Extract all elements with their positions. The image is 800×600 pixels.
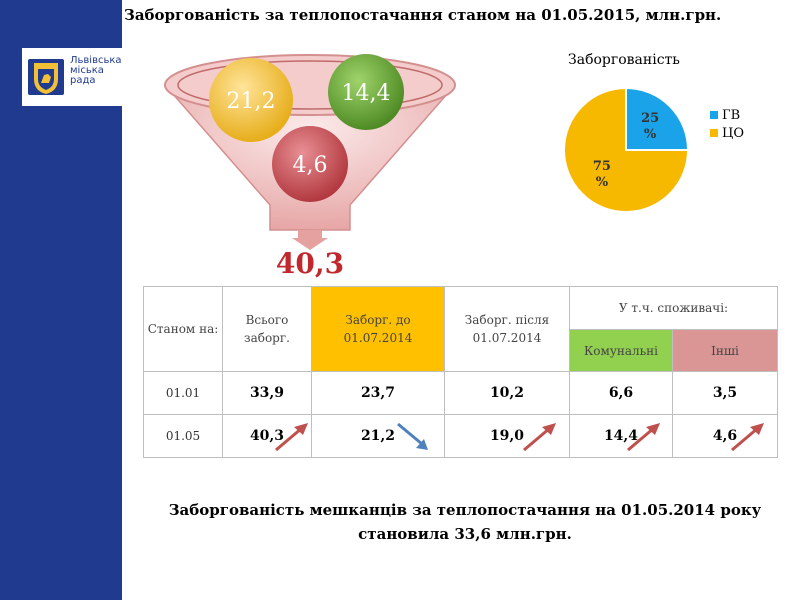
funnel-graphic: 21,2 14,4 4,6 40,3 xyxy=(164,54,456,280)
header-after: Заборг. після 01.07.2014 xyxy=(444,286,570,372)
row-before: 23,7 xyxy=(311,371,445,415)
row-other: 4,6 xyxy=(672,414,778,458)
bubble-label: 21,2 xyxy=(227,89,276,114)
header-communal: Комунальні xyxy=(569,329,673,372)
funnel-total: 40,3 xyxy=(276,247,344,280)
header-as-of: Станом на: xyxy=(143,286,223,372)
row-total: 40,3 xyxy=(222,414,312,458)
city-council-logo: Львівська міська рада xyxy=(22,48,122,106)
row-before: 21,2 xyxy=(311,414,445,458)
funnel-arrow xyxy=(292,230,328,250)
funnel-rim xyxy=(164,54,456,116)
pie-data-label: 75% xyxy=(593,159,611,190)
legend-item-hv: ГВ xyxy=(710,106,744,124)
legend-label: ЦО xyxy=(722,125,744,141)
bottom-note: Заборгованість мешканців за теплопостача… xyxy=(168,501,762,543)
page-title: Заборгованість за теплопостачання станом… xyxy=(124,6,722,24)
table-row: 01.01 33,9 23,7 10,2 6,6 3,5 xyxy=(143,371,778,415)
legend-swatch-icon xyxy=(710,111,718,119)
arrow-down-icon xyxy=(397,422,428,450)
header-before: Заборг. до 01.07.2014 xyxy=(311,286,445,372)
legend-label: ГВ xyxy=(722,107,741,123)
header-other: Інші xyxy=(672,329,778,372)
row-total: 33,9 xyxy=(222,371,312,415)
debt-table: Станом на: Всього заборг. Заборг. до 01.… xyxy=(143,286,778,458)
legend-item-tso: ЦО xyxy=(710,124,744,142)
bubble-label: 14,4 xyxy=(342,81,391,106)
header-consumers: У т.ч. споживачі: xyxy=(569,286,778,330)
bubble-4-6 xyxy=(272,126,348,202)
pie-legend: ГВ ЦО xyxy=(710,106,744,142)
row-communal: 6,6 xyxy=(569,371,673,415)
pie-chart: 25 % 75% xyxy=(563,86,690,213)
arrow-up-icon xyxy=(731,423,764,452)
table-row: 01.05 40,3 21,2 19,0 14,4 4,6 xyxy=(143,414,778,458)
arrow-up-icon xyxy=(523,423,556,452)
row-after: 10,2 xyxy=(444,371,570,415)
pie-slice-hv xyxy=(625,86,690,151)
row-date: 01.05 xyxy=(143,414,223,458)
bubble-14-4 xyxy=(328,54,404,130)
arrow-up-icon xyxy=(627,423,660,452)
bubble-label: 4,6 xyxy=(293,153,328,178)
arrow-up-icon xyxy=(275,423,308,452)
header-total: Всього заборг. xyxy=(222,286,312,372)
pie-chart-title: Заборгованість xyxy=(568,52,680,68)
legend-swatch-icon xyxy=(710,129,718,137)
pie-data-label: 25% xyxy=(641,111,659,142)
pie-slice-tso xyxy=(563,86,690,213)
row-date: 01.01 xyxy=(143,371,223,415)
bubble-21-2 xyxy=(209,58,293,142)
coat-of-arms-icon xyxy=(28,59,64,95)
logo-text: Львівська міська рада xyxy=(70,55,122,86)
row-communal: 14,4 xyxy=(569,414,673,458)
row-other: 3,5 xyxy=(672,371,778,415)
